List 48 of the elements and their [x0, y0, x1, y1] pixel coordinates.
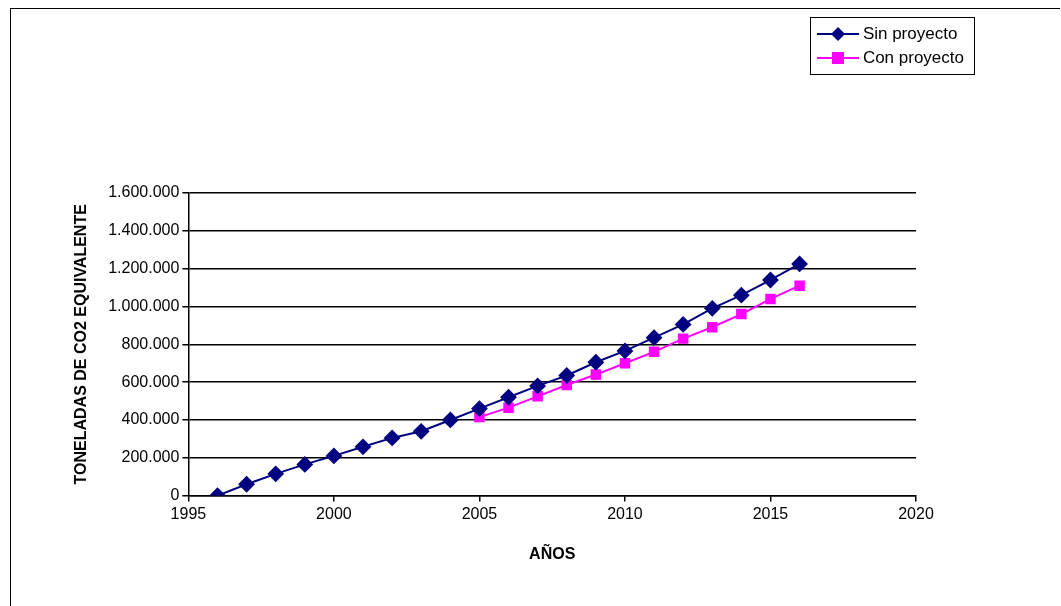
point: [267, 465, 284, 482]
point: [471, 400, 488, 417]
legend-label: Sin proyecto: [862, 24, 958, 44]
point: [616, 342, 633, 359]
point: [791, 255, 808, 272]
point: [677, 333, 689, 344]
point: [794, 280, 805, 291]
point: [355, 438, 372, 455]
point: [500, 389, 517, 406]
point: [707, 322, 718, 333]
y-tick-label: 0: [170, 486, 180, 504]
point: [736, 308, 747, 320]
x-tick-label: 1995: [170, 504, 207, 522]
y-tick-label: 600.000: [121, 372, 180, 390]
point: [733, 287, 750, 304]
x-tick-label: 2005: [461, 504, 498, 522]
point: [704, 300, 721, 317]
x-axis-title: AÑOS: [529, 542, 576, 562]
point: [646, 329, 663, 346]
y-tick-label: 1.400.000: [108, 221, 180, 239]
point: [384, 429, 401, 446]
legend-label: Con proyecto: [862, 48, 964, 68]
point: [762, 272, 779, 288]
x-tick-label: 2015: [752, 504, 789, 522]
point: [238, 476, 255, 493]
y-tick-label: 400.000: [121, 410, 180, 428]
x-tick-label: 2010: [607, 504, 643, 522]
point: [296, 456, 313, 473]
point: [675, 316, 692, 333]
point: [532, 391, 543, 402]
point: [648, 346, 660, 358]
point: [442, 411, 459, 428]
y-tick-label: 1.000.000: [108, 296, 180, 314]
y-axis-title: TONELADAS DE CO2 EQUIVALENTE: [72, 203, 90, 485]
point: [325, 447, 342, 464]
point: [413, 423, 430, 440]
point: [558, 367, 575, 384]
x-tick-label: 2000: [316, 504, 352, 522]
x-tick-label: 2020: [898, 504, 934, 522]
y-tick-label: 1.600.000: [108, 183, 180, 201]
point: [765, 293, 776, 305]
y-tick-label: 200.000: [121, 448, 180, 466]
point: [619, 357, 631, 369]
y-tick-label: 800.000: [121, 334, 180, 352]
point: [590, 369, 602, 380]
point: [529, 377, 546, 394]
point: [587, 354, 604, 371]
y-tick-label: 1.200.000: [108, 259, 180, 277]
